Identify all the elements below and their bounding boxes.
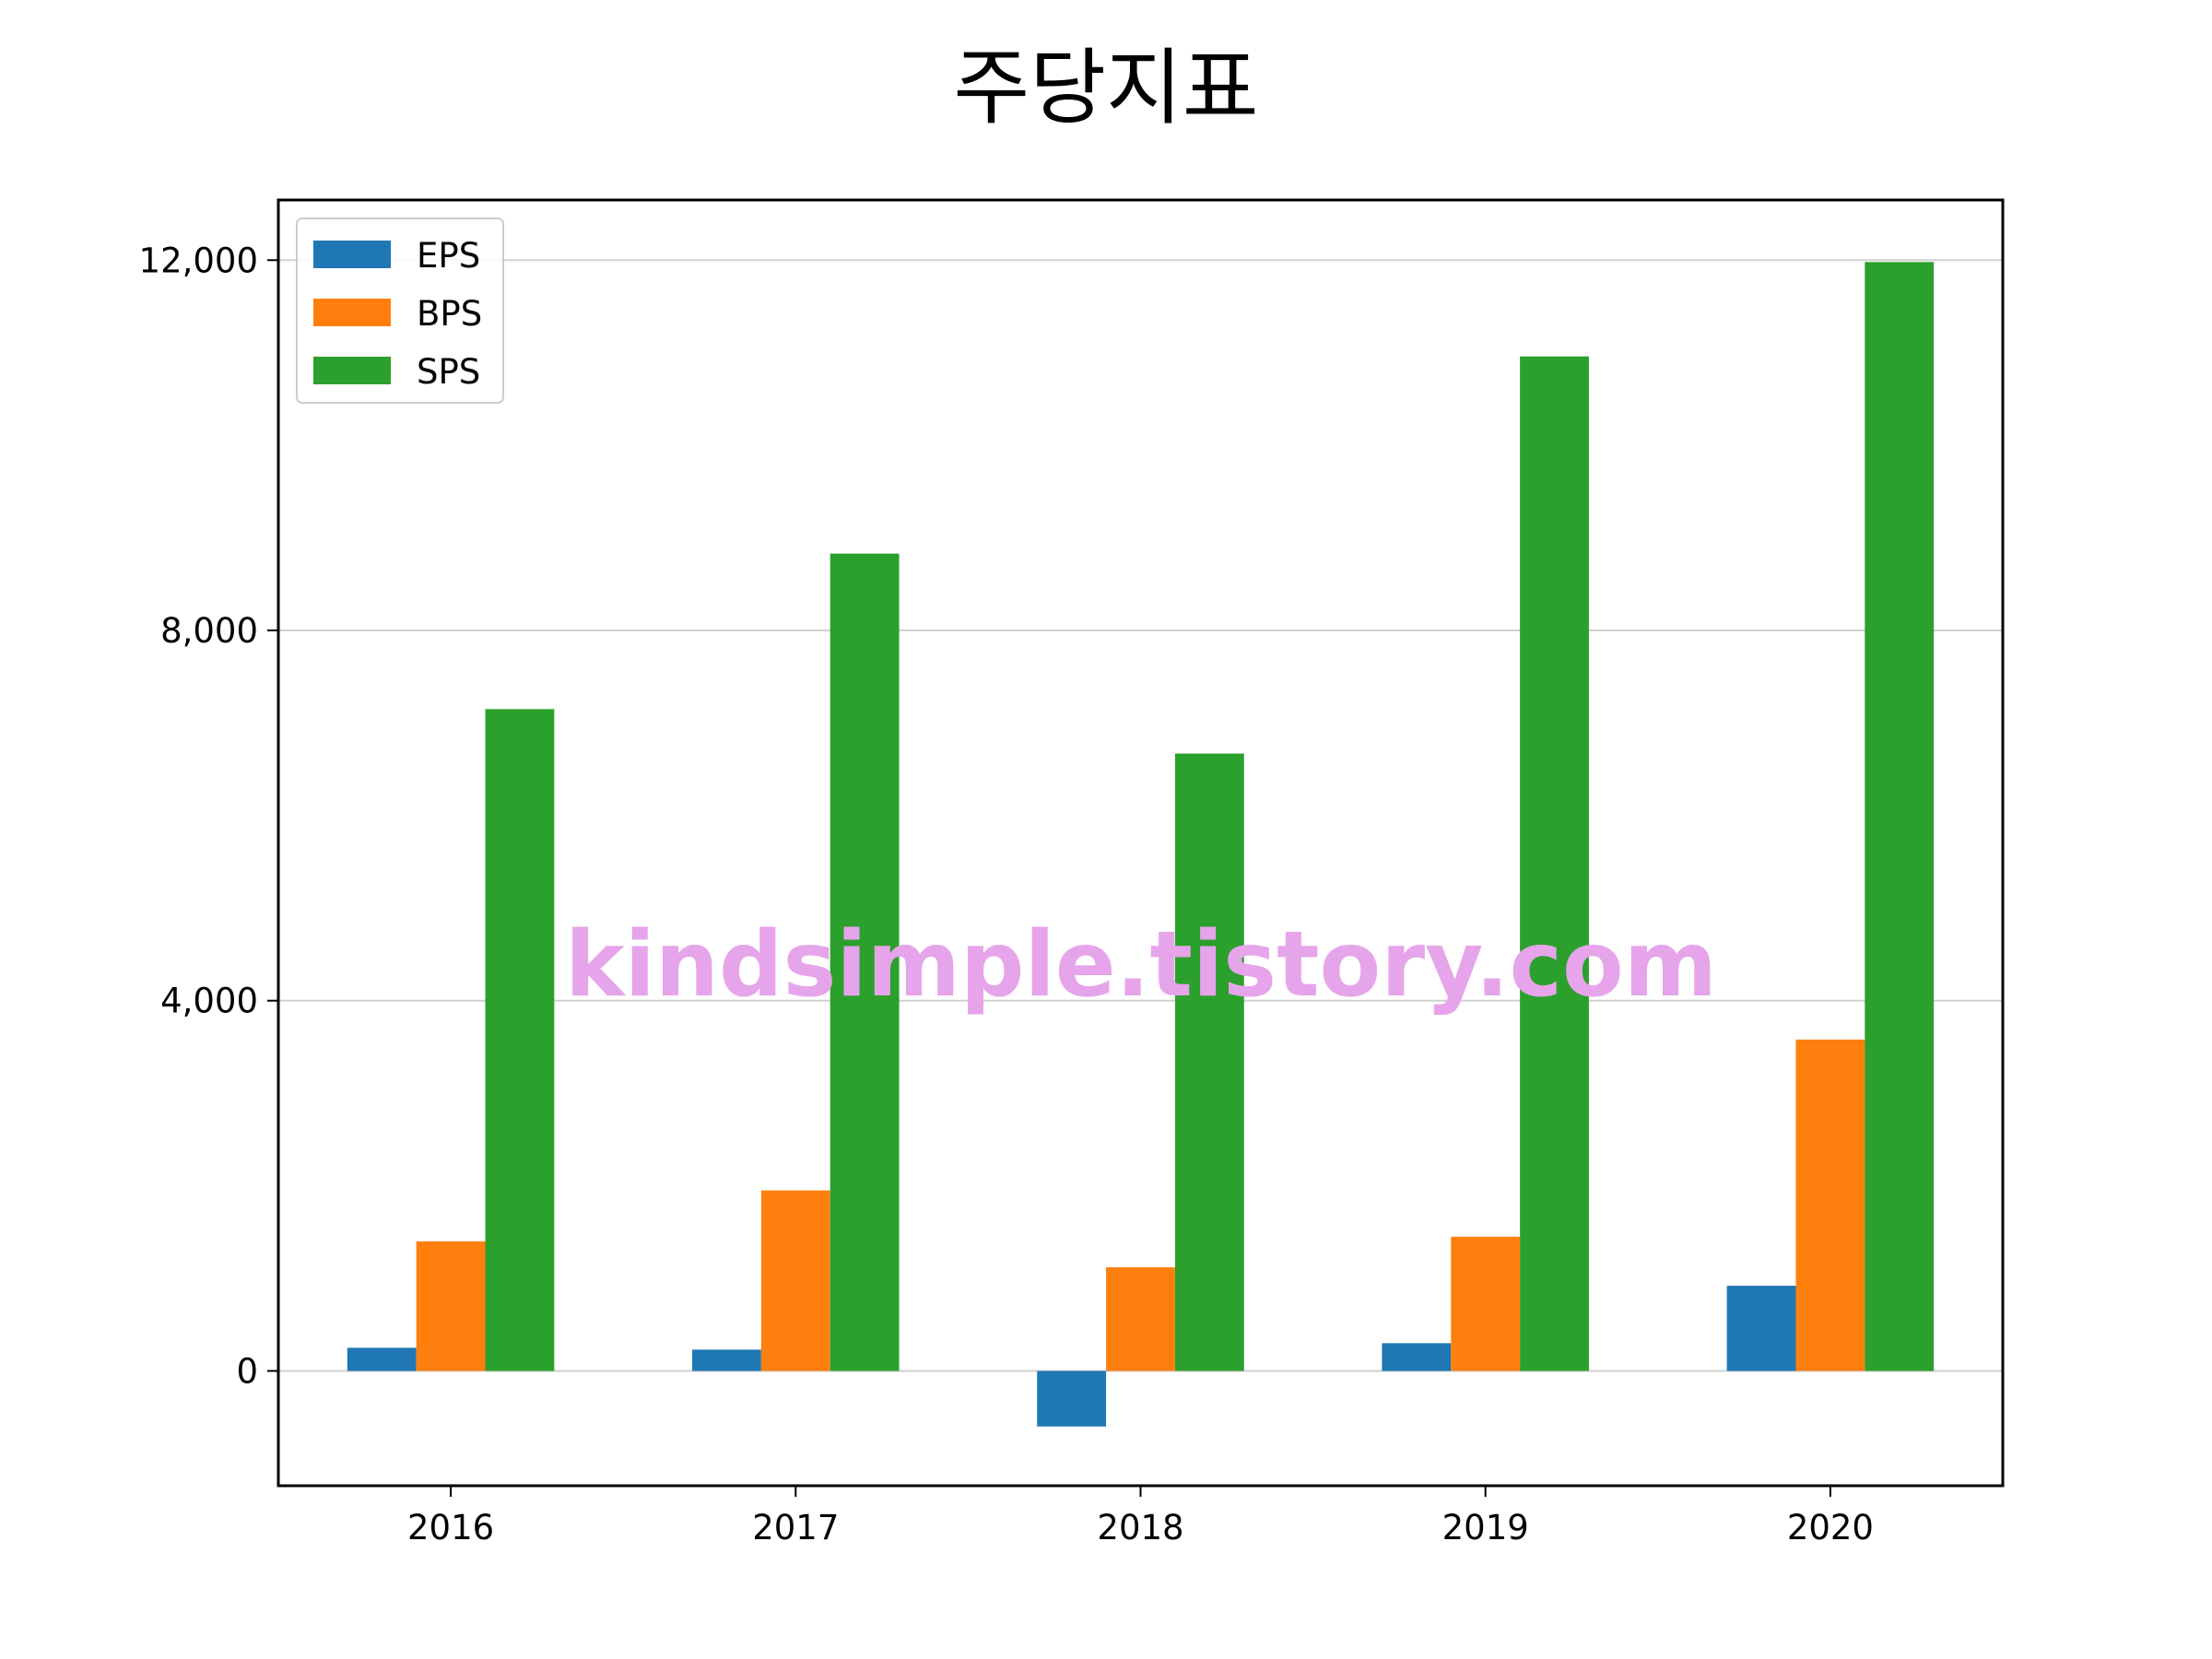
y-tick-label: 0 — [236, 1351, 258, 1391]
x-tick-label: 2016 — [407, 1508, 494, 1547]
legend-swatch-sps — [313, 357, 391, 384]
bar-bps-2018 — [1106, 1266, 1175, 1371]
x-tick-label: 2017 — [752, 1508, 839, 1547]
y-tick-label: 8,000 — [160, 611, 258, 651]
bar-sps-2017 — [830, 553, 900, 1371]
x-tick-label: 2020 — [1787, 1508, 1874, 1547]
bar-eps-2020 — [1726, 1286, 1796, 1371]
legend: EPS BPS SPS — [296, 218, 504, 404]
watermark-text: kindsimple.tistory.com — [565, 912, 1717, 1018]
legend-label-sps: SPS — [417, 352, 480, 392]
bar-sps-2018 — [1174, 753, 1244, 1371]
gridlines — [278, 259, 2003, 1372]
legend-label-bps: BPS — [417, 294, 482, 334]
y-tick-label: 12,000 — [139, 241, 258, 280]
bar-eps-2016 — [347, 1347, 417, 1371]
legend-label-eps: EPS — [417, 236, 480, 276]
bar-bps-2019 — [1451, 1236, 1521, 1371]
bars — [347, 262, 1935, 1427]
y-tick-label: 4,000 — [160, 982, 258, 1021]
x-axis: 2016 2017 2018 2019 2020 — [407, 1486, 1874, 1547]
bar-sps-2019 — [1520, 356, 1589, 1371]
bar-eps-2019 — [1382, 1343, 1452, 1371]
bar-eps-2017 — [692, 1349, 761, 1371]
legend-swatch-eps — [313, 241, 391, 268]
legend-swatch-bps — [313, 299, 391, 326]
bar-sps-2016 — [485, 709, 555, 1371]
y-axis: 0 4,000 8,000 12,000 — [139, 241, 278, 1391]
bar-eps-2018 — [1037, 1371, 1107, 1427]
bar-bps-2020 — [1795, 1039, 1865, 1371]
bar-bps-2017 — [760, 1190, 830, 1371]
bar-sps-2020 — [1865, 262, 1935, 1371]
x-tick-label: 2019 — [1442, 1508, 1529, 1547]
chart-title: 주당지표 — [953, 40, 1259, 136]
bar-bps-2016 — [416, 1241, 486, 1371]
x-tick-label: 2018 — [1097, 1508, 1183, 1547]
